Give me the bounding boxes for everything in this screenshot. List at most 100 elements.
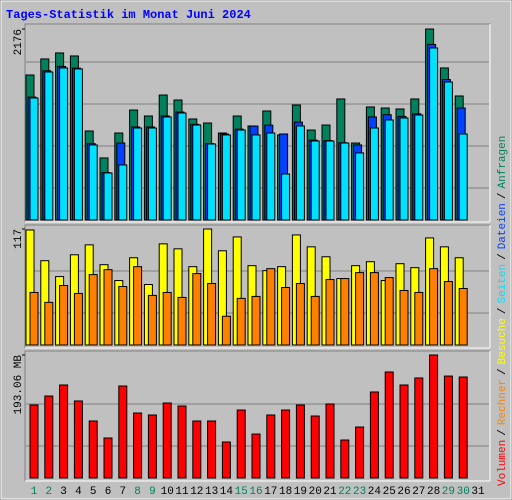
bar [88, 144, 98, 221]
x-tick-label: 23 [353, 486, 366, 498]
bar [281, 409, 291, 479]
bar [310, 415, 320, 479]
bar [399, 117, 409, 221]
legend-entry: Rechner [497, 379, 509, 425]
x-tick-label: 24 [368, 486, 382, 498]
bar [443, 81, 453, 221]
bar [177, 405, 187, 479]
x-tick-label: 6 [105, 486, 112, 498]
x-tick-label: 20 [309, 486, 322, 498]
bar [399, 384, 409, 479]
bar [399, 289, 409, 346]
bar [133, 127, 143, 221]
x-tick-label: 31 [471, 486, 485, 498]
bar [295, 283, 305, 346]
bar [251, 433, 261, 479]
x-tick-label: 29 [442, 486, 455, 498]
bar [147, 127, 157, 221]
bar [118, 286, 128, 346]
bar [429, 354, 439, 479]
legend-separator: / [497, 429, 509, 436]
bar [281, 286, 291, 346]
bar [192, 124, 202, 221]
bar [118, 164, 128, 221]
bar [192, 273, 202, 346]
x-tick-label: 9 [149, 486, 156, 498]
bar [147, 414, 157, 479]
x-tick-label: 2 [45, 486, 52, 498]
x-tick-label: 11 [175, 486, 189, 498]
bar [162, 402, 172, 479]
bar [443, 281, 453, 346]
x-tick-label: 27 [412, 486, 425, 498]
bar [207, 283, 217, 346]
bar [443, 375, 453, 479]
bar [162, 291, 172, 346]
bar [458, 287, 468, 346]
bar [310, 140, 320, 221]
x-tick-label: 7 [119, 486, 126, 498]
bar [236, 297, 246, 346]
bar [340, 142, 350, 221]
x-tick-label: 1 [31, 486, 38, 498]
bar [133, 266, 143, 346]
legend-separator: / [497, 192, 509, 199]
bar [44, 395, 54, 479]
bar [355, 152, 365, 221]
bar [458, 376, 468, 479]
bar [162, 116, 172, 221]
bar [295, 125, 305, 221]
bar [251, 134, 261, 221]
legend-entry: Volumen [497, 440, 509, 486]
bar [59, 67, 69, 221]
bar [73, 292, 83, 346]
x-tick-label: 13 [205, 486, 218, 498]
bar [118, 385, 128, 479]
bar [221, 134, 231, 221]
x-tick-label: 26 [397, 486, 410, 498]
bar [310, 295, 320, 346]
bar [73, 68, 83, 221]
legend-separator: / [497, 368, 509, 375]
bar [369, 272, 379, 346]
bar [103, 269, 113, 346]
x-tick-label: 8 [134, 486, 141, 498]
y-tick-label: 193.06 MB [13, 355, 25, 415]
bar [133, 412, 143, 479]
bar [295, 404, 305, 479]
bar [266, 132, 276, 221]
bar [103, 172, 113, 221]
bar [221, 441, 231, 479]
bar [73, 400, 83, 479]
bar [325, 403, 335, 479]
bar [429, 47, 439, 221]
x-tick-label: 14 [220, 486, 234, 498]
bar [59, 384, 69, 479]
bar [384, 277, 394, 346]
bar [384, 119, 394, 221]
x-tick-label: 16 [249, 486, 262, 498]
bar [414, 291, 424, 346]
x-tick-label: 30 [457, 486, 470, 498]
x-tick-label: 3 [60, 486, 67, 498]
bar [369, 391, 379, 479]
bar [325, 279, 335, 346]
bar [384, 371, 394, 479]
x-tick-label: 18 [279, 486, 292, 498]
x-tick-label: 19 [294, 486, 307, 498]
bar [414, 377, 424, 479]
legend-separator: / [497, 308, 509, 315]
bar [44, 71, 54, 221]
bar [207, 143, 217, 221]
bar [221, 315, 231, 346]
bar [251, 295, 261, 346]
bar [88, 420, 98, 479]
x-tick-label: 22 [338, 486, 351, 498]
x-tick-label: 12 [190, 486, 203, 498]
bar [29, 97, 39, 221]
bar [147, 294, 157, 346]
legend: Volumen / Rechner / Besuche / Seiten / Dateien / A… [497, 136, 509, 486]
bar [177, 296, 187, 346]
